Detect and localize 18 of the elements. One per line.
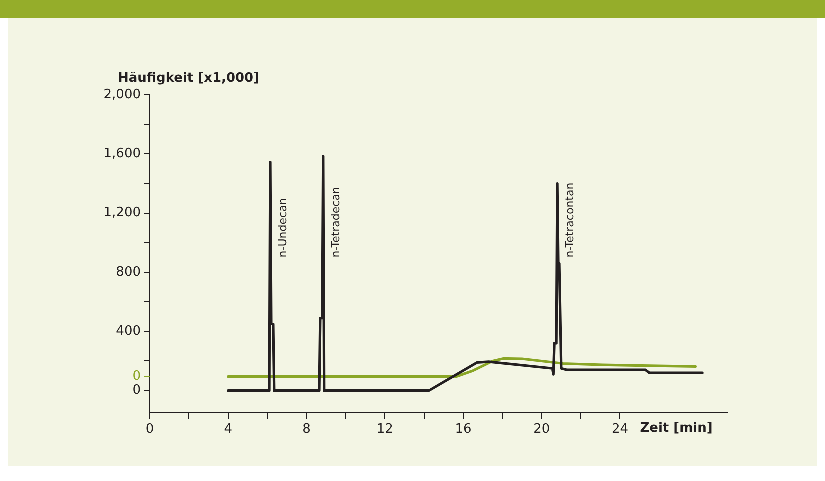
y-tick-label: 800 <box>116 264 141 280</box>
x-tick-label: 16 <box>455 422 472 438</box>
x-tick-label: 8 <box>302 422 311 438</box>
x-tick-label: 4 <box>224 422 233 438</box>
x-tick-label: 0 <box>146 422 154 438</box>
y-tick-label: 0 <box>132 383 141 398</box>
annotation: n-Tetradecan <box>329 187 342 258</box>
x-tick-label: 24 <box>612 422 629 438</box>
y-axis-title: Häufigkeit [x1,000] <box>118 70 260 86</box>
x-tick-label: 20 <box>534 422 550 438</box>
y-tick-label: 400 <box>116 324 141 340</box>
annotation: n-Undecan <box>276 198 290 258</box>
annotation: n-Tetracontan <box>563 182 576 258</box>
y-tick-label: 1,600 <box>104 146 141 162</box>
x-tick-label: 12 <box>376 422 394 438</box>
x-axis-title: Zeit [min] <box>640 420 713 436</box>
y-tick-label: 2,000 <box>104 87 141 102</box>
y-tick-label: 1,200 <box>104 206 141 221</box>
